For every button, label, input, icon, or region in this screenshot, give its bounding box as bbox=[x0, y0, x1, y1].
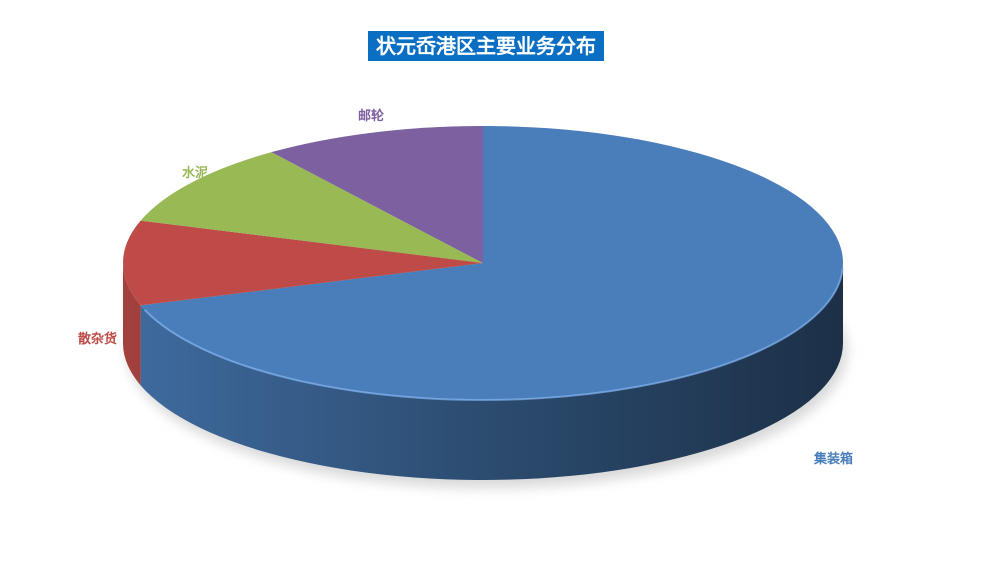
chart-title: 状元岙港区主要业务分布 bbox=[368, 31, 604, 61]
rim-highlight bbox=[143, 267, 844, 401]
label-cement: 水泥 bbox=[182, 166, 209, 181]
label-cruise: 邮轮 bbox=[358, 109, 385, 124]
slice-side-1 bbox=[123, 263, 141, 386]
pie-slice-1[interactable] bbox=[123, 220, 484, 306]
label-container: 集装箱 bbox=[814, 452, 854, 467]
pie-slice-2[interactable] bbox=[140, 152, 483, 263]
pie-slice-3[interactable] bbox=[271, 126, 483, 263]
slice-side-0 bbox=[140, 263, 844, 480]
label-bulk-cargo: 散杂货 bbox=[78, 332, 118, 347]
pie-slice-0[interactable] bbox=[140, 126, 844, 400]
